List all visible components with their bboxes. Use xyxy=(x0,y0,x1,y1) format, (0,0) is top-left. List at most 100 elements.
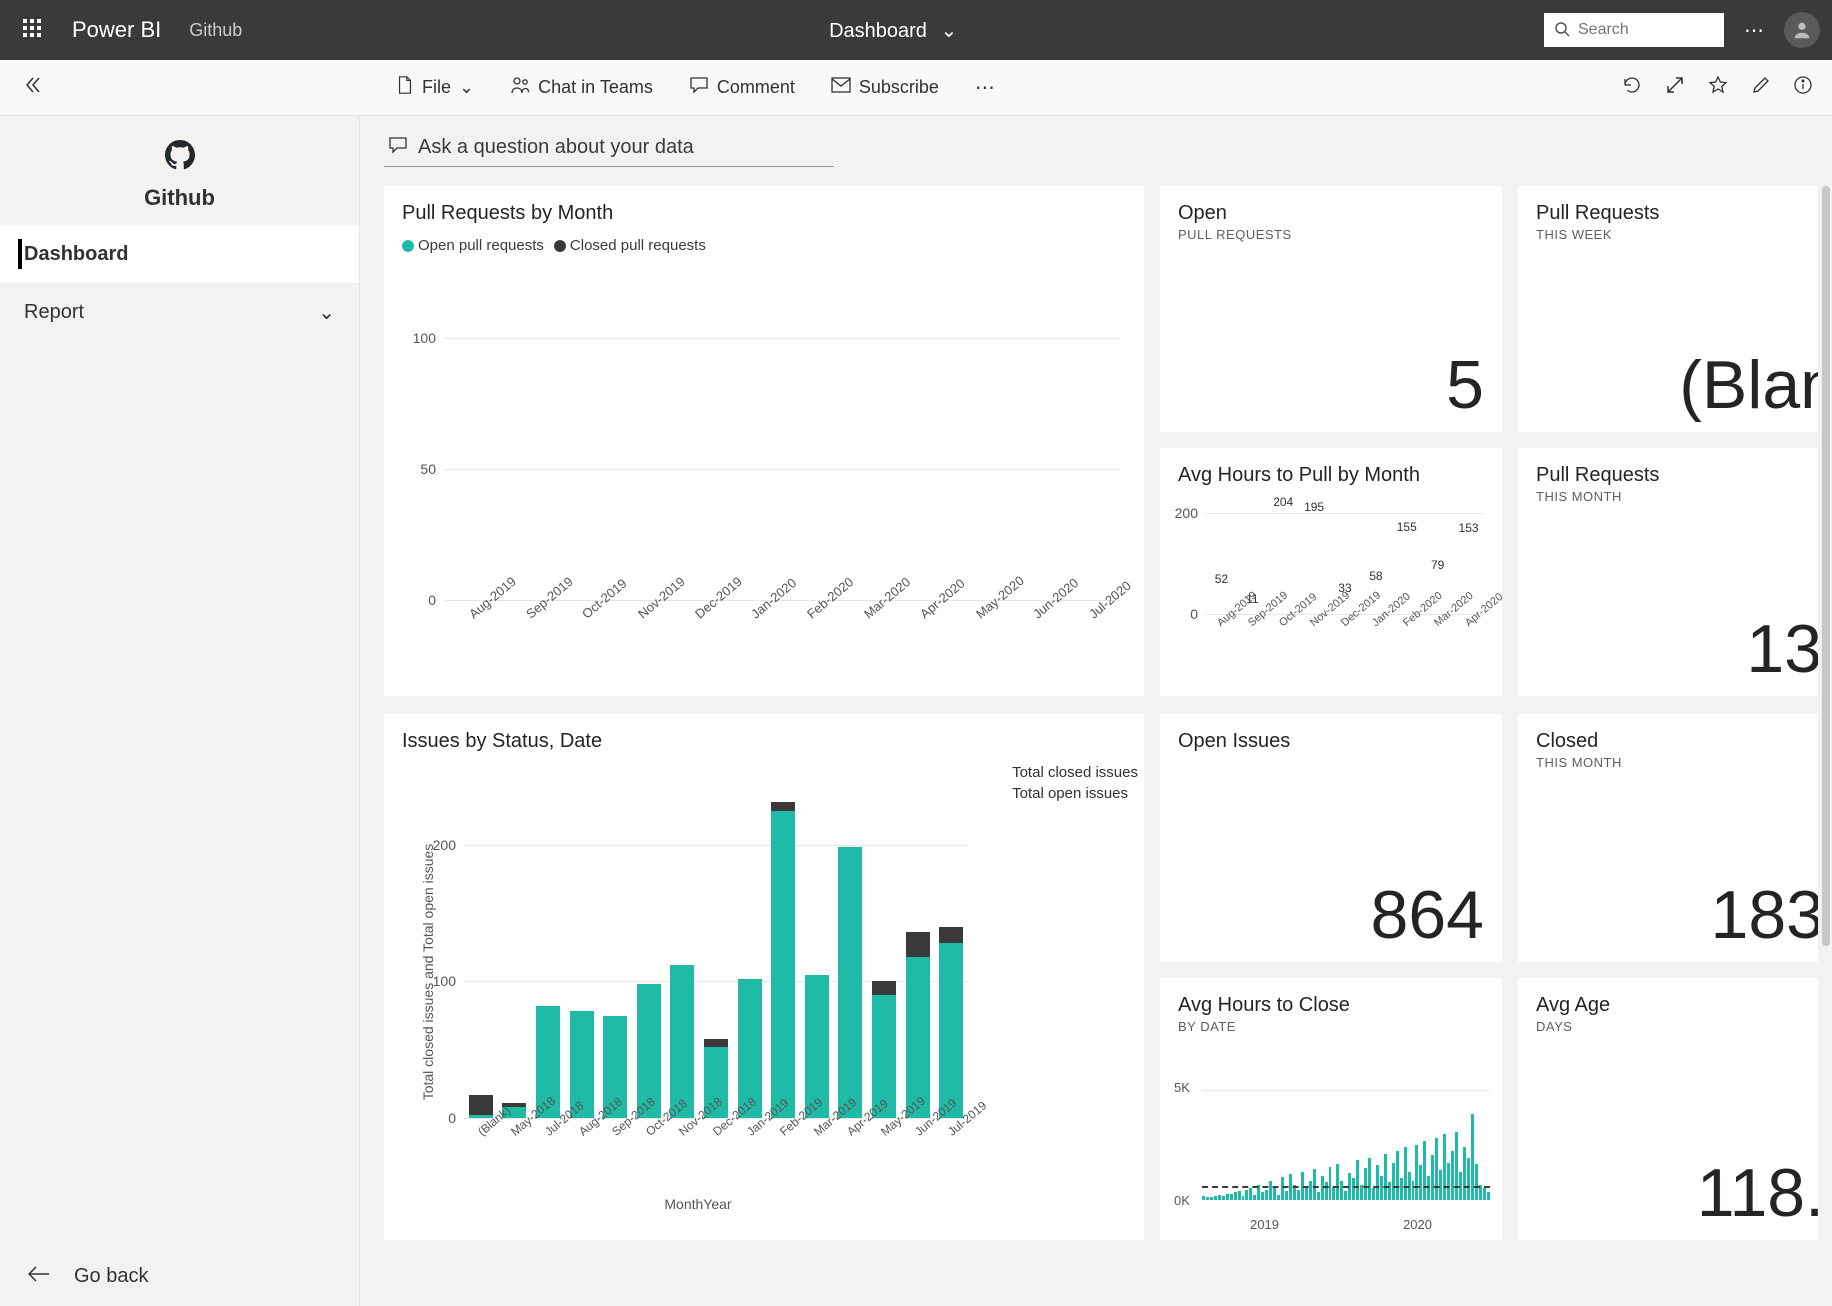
bar xyxy=(838,847,862,1118)
spark-bar xyxy=(1230,1194,1233,1200)
favorite-icon[interactable] xyxy=(1696,75,1740,100)
tile-title: Pull Requests xyxy=(1536,464,1800,487)
tile-title: Avg Hours to Close xyxy=(1178,994,1484,1017)
data-label: 153 xyxy=(1453,521,1484,535)
bar xyxy=(939,927,963,943)
tile-pr-this-month[interactable]: Pull Requests THIS MONTH 13 xyxy=(1518,448,1818,696)
search-icon xyxy=(1554,21,1570,40)
search-input[interactable] xyxy=(1578,21,1698,39)
nav-header: Github xyxy=(0,116,359,225)
sidebar-item-report[interactable]: Report⌄ xyxy=(0,283,359,341)
tile-pr-this-week[interactable]: Pull Requests THIS WEEK (Blan xyxy=(1518,186,1818,432)
tile-subtitle: BY DATE xyxy=(1178,1019,1484,1034)
tile-title: Open Issues xyxy=(1178,730,1484,753)
tile-closed-this-month[interactable]: Closed THIS MONTH 183 xyxy=(1518,714,1818,962)
fullscreen-icon[interactable] xyxy=(1654,76,1696,99)
kpi-value: 5 xyxy=(1446,346,1484,424)
left-nav: Github Dashboard Report⌄ Go back xyxy=(0,116,360,1306)
spark-bar xyxy=(1423,1141,1426,1200)
tile-open-pr[interactable]: Open PULL REQUESTS 5 xyxy=(1160,186,1502,432)
spark-bar xyxy=(1475,1164,1478,1200)
qna-input[interactable]: Ask a question about your data xyxy=(384,130,834,167)
spark-bar xyxy=(1392,1163,1395,1200)
spark-bar xyxy=(1277,1195,1280,1200)
kpi-value: 13 xyxy=(1746,610,1818,688)
sidebar-item-dashboard[interactable]: Dashboard xyxy=(0,225,359,283)
y-tick: 5K xyxy=(1174,1080,1190,1095)
spark-bar xyxy=(1388,1182,1391,1200)
tile-avg-age[interactable]: Avg Age DAYS 118. xyxy=(1518,978,1818,1240)
bar xyxy=(771,811,795,1119)
tile-title: Avg Hours to Pull by Month xyxy=(1178,464,1484,487)
chat-teams-button[interactable]: Chat in Teams xyxy=(492,75,671,100)
app-launcher-icon[interactable] xyxy=(12,19,52,42)
y-tick: 200 xyxy=(433,837,456,853)
tile-pr-by-month[interactable]: Pull Requests by Month Open pull request… xyxy=(384,186,1144,696)
bar xyxy=(670,965,694,1118)
bar-chart: 0200 5211204195335815579153 Aug-2019Sep-… xyxy=(1174,508,1490,650)
chevron-down-icon: ⌄ xyxy=(459,77,474,98)
kpi-value: 118. xyxy=(1697,1154,1818,1232)
legend-item: Total closed issues xyxy=(1006,764,1138,781)
sidebar-item-label: Report xyxy=(24,301,84,324)
spark-bar xyxy=(1467,1158,1470,1200)
collapse-nav-icon[interactable] xyxy=(8,75,58,100)
spark-bar xyxy=(1419,1165,1422,1200)
arrow-left-icon xyxy=(28,1265,50,1288)
x-tick: 2019 xyxy=(1250,1217,1279,1232)
go-back-button[interactable]: Go back xyxy=(28,1265,148,1288)
spark-bar xyxy=(1404,1147,1407,1200)
data-label: 52 xyxy=(1206,572,1237,586)
tile-subtitle: THIS WEEK xyxy=(1536,227,1800,242)
y-tick: 0 xyxy=(1190,606,1198,622)
scrollbar[interactable] xyxy=(1822,186,1830,946)
edit-icon[interactable] xyxy=(1740,76,1782,99)
mail-icon xyxy=(831,77,851,98)
spark-bar xyxy=(1226,1194,1229,1200)
spark-bar xyxy=(1214,1196,1217,1200)
tile-avg-hours-pull[interactable]: Avg Hours to Pull by Month 0200 52112041… xyxy=(1160,448,1502,696)
kpi-value: (Blan xyxy=(1679,346,1818,424)
spark-bar xyxy=(1344,1191,1347,1200)
y-tick: 200 xyxy=(1175,505,1198,521)
tile-title: Pull Requests by Month xyxy=(402,202,1126,225)
spark-chart: 0K 5K xyxy=(1174,1066,1490,1208)
tile-title: Closed xyxy=(1536,730,1800,753)
spark-bar xyxy=(1463,1147,1466,1200)
y-tick: 100 xyxy=(433,973,456,989)
toolbar-label: Chat in Teams xyxy=(538,77,653,98)
tile-title: Avg Age xyxy=(1536,994,1800,1017)
avatar[interactable] xyxy=(1784,12,1820,48)
chart-legend: Open pull requestsClosed pull requests xyxy=(402,237,1126,254)
info-icon[interactable] xyxy=(1782,76,1824,99)
stacked-bar-chart: Total closed issues and Total open issue… xyxy=(422,790,974,1154)
search-box[interactable] xyxy=(1544,13,1724,47)
breadcrumb[interactable]: Github xyxy=(189,20,242,41)
spark-bar xyxy=(1285,1191,1288,1200)
data-label: 155 xyxy=(1391,520,1422,534)
tile-open-issues[interactable]: Open Issues 864 xyxy=(1160,714,1502,962)
brand-label[interactable]: Power BI xyxy=(72,17,161,43)
more-icon[interactable]: ⋯ xyxy=(1744,18,1764,43)
spark-bar xyxy=(1384,1154,1387,1200)
tile-avg-hours-close[interactable]: Avg Hours to Close BY DATE 0K 5K 2019 20… xyxy=(1160,978,1502,1240)
y-tick: 50 xyxy=(420,461,436,477)
spark-bar xyxy=(1451,1151,1454,1200)
tile-issues-by-status[interactable]: Issues by Status, Date Total closed issu… xyxy=(384,714,1144,1240)
comment-button[interactable]: Comment xyxy=(671,76,813,99)
tiles-grid: Pull Requests by Month Open pull request… xyxy=(384,186,1820,1306)
refresh-icon[interactable] xyxy=(1610,75,1654,100)
toolbar-label: Subscribe xyxy=(859,77,939,98)
sidebar-item-label: Dashboard xyxy=(24,243,128,266)
spark-bar xyxy=(1249,1188,1252,1200)
subscribe-button[interactable]: Subscribe xyxy=(813,77,957,98)
tile-title: Pull Requests xyxy=(1536,202,1800,225)
file-button[interactable]: File ⌄ xyxy=(378,75,492,100)
tile-subtitle: THIS MONTH xyxy=(1536,489,1800,504)
spark-bar xyxy=(1435,1138,1438,1200)
spark-bar xyxy=(1253,1195,1256,1200)
more-toolbar-icon[interactable]: ⋯ xyxy=(957,75,1013,100)
bar-group xyxy=(565,1011,599,1118)
spark-bar xyxy=(1396,1151,1399,1200)
page-title-dropdown[interactable]: Dashboard ⌄ xyxy=(242,18,1544,43)
